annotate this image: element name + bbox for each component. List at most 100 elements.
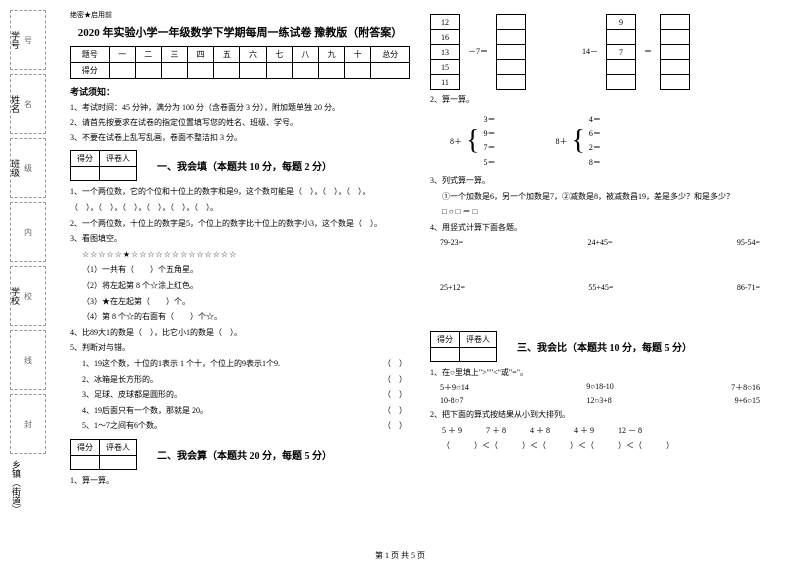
q2-2: 2、算一算。 (430, 93, 770, 107)
spine-txt: 级 (23, 164, 34, 172)
section1-title: 一、我会填（本题共 10 分，每题 2 分） (157, 158, 332, 173)
calc: 79-23= (440, 238, 463, 247)
brace-icon: { (466, 127, 479, 155)
cmp: 9+6○15 (735, 396, 760, 405)
q2-1: 1、算一算。 (70, 474, 410, 488)
compare-row: 5＋9○14 9○18-10 7＋8○16 (430, 382, 770, 393)
exam-title: 2020 年实验小学一年级数学下学期每周一练试卷 豫教版（附答案） (70, 24, 410, 40)
spine-txt: 号 (23, 36, 34, 44)
calc: 86-71= (737, 283, 760, 292)
th: 九 (319, 47, 345, 63)
q1-3-1: （1）一共有（ ）个五角星。 (70, 263, 410, 277)
cell: 9 (606, 14, 636, 30)
binding-spine: 学号号 姓名名 班级级 内 学校校 线 封 乡镇（街道） (10, 10, 50, 530)
cmp: 9○18-10 (586, 382, 614, 393)
notice-item: 1、考试时间：45 分钟，满分为 100 分（含卷面分 3 分），附加题单独 2… (70, 102, 410, 115)
q1-3-3: （3）★在左起第（ ）个。 (70, 295, 410, 309)
bl: 7＝ (483, 141, 495, 155)
spine-txt: 校 (23, 292, 34, 300)
judge: 5、1～7之间有6个数。 (82, 419, 162, 433)
bl: 3＝ (483, 113, 495, 127)
star-row: ☆☆☆☆☆★☆☆☆☆☆☆☆☆☆☆☆☆☆ (70, 248, 410, 262)
calc: 55+45= (588, 283, 613, 292)
minus-label: －7＝ (468, 46, 488, 57)
page-footer: 第 1 页 共 5 页 (0, 550, 800, 561)
q1-3: 3、看图填空。 (70, 232, 410, 246)
q3-2: 2、把下面的算式按结果从小到大排列。 (430, 408, 770, 422)
q2-3: 3、列式算一算。 (430, 174, 770, 188)
spine-txt: 线 (23, 356, 34, 364)
bl: 2＝ (589, 141, 601, 155)
calc: 25+12= (440, 283, 465, 292)
right-column: 12 16 13 15 11 －7＝ 14－ 9 7 ＝ (420, 10, 780, 540)
section3-title: 三、我会比（本题共 10 分，每题 5 分） (517, 339, 692, 354)
spine-label: 学校 (9, 287, 22, 305)
bl: 5＝ (483, 156, 495, 170)
calc: 95-54= (737, 238, 760, 247)
cell: 13 (430, 44, 460, 60)
bl: 9＝ (483, 127, 495, 141)
brace-pre: 8＋ (450, 136, 462, 147)
th: 五 (214, 47, 240, 63)
box-calc-row: 12 16 13 15 11 －7＝ 14－ 9 7 ＝ (430, 14, 770, 89)
grader-table: 得分评卷人 (70, 439, 137, 470)
q2-4: 4、用竖式计算下面各题。 (430, 221, 770, 235)
q3-order: （ ）＜（ ）＜（ ）＜（ ）＜（ ） (430, 439, 770, 453)
cmp: 5＋9○14 (440, 382, 469, 393)
spine-bottom: 乡镇（街道） (10, 460, 23, 514)
td: 得分 (71, 63, 110, 79)
eq: ＝ (644, 46, 652, 57)
th: 八 (292, 47, 318, 63)
judge: 2、冰箱是长方形的。 (82, 373, 158, 387)
judge: 4、19后面只有一个数，那就是 20。 (82, 404, 208, 418)
q1-4: 4、比89大1的数是（ ），比它小1的数是（ ）。 (70, 326, 410, 340)
grader-table: 得分评卷人 (430, 331, 497, 362)
cell: 16 (430, 29, 460, 45)
cell: 12 (430, 14, 460, 30)
cell: 15 (430, 59, 460, 75)
compare-row: 10-8○7 12○3+8 9+6○15 (430, 396, 770, 405)
box-stack-right (660, 14, 690, 89)
section2-title: 二、我会算（本题共 20 分，每题 5 分） (157, 447, 332, 462)
th: 三 (161, 47, 187, 63)
eq14: 14－ (582, 46, 598, 57)
cmp: 7＋8○16 (731, 382, 760, 393)
notice-item: 2、请首先按要求在试卷的指定位置填写您的姓名、班级、学号。 (70, 117, 410, 130)
calc-row: 25+12= 55+45= 86-71= (430, 283, 770, 292)
box-stack-mid: 9 7 (606, 14, 636, 89)
left-column: 绝密★启用前 2020 年实验小学一年级数学下学期每周一练试卷 豫教版（附答案）… (60, 10, 420, 540)
brace-pre: 8＋ (555, 136, 567, 147)
q1-1: 1、一个两位数，它的个位和十位上的数字和是9，这个数可能是（ ），（ ），（ ）… (70, 185, 410, 199)
notice-title: 考试须知： (70, 85, 410, 98)
bl: 6＝ (589, 127, 601, 141)
judge: 3、足球、皮球都是圆形的。 (82, 388, 182, 402)
q1-3-2: （2）将左起第 8 个☆涂上红色。 (70, 279, 410, 293)
judge: 1、19这个数，十位的1表示 1 个十，个位上的9表示1个9. (82, 357, 280, 371)
grader-table: 得分评卷人 (70, 150, 137, 181)
q1-5: 5、判断对与错。 (70, 341, 410, 355)
q2-3a: ①一个加数是6，另一个加数是7，②减数是8，被减数昌19，差是多少？和是多少？ (430, 190, 770, 204)
cmp: 10-8○7 (440, 396, 464, 405)
q1-1b: （ ），（ ），（ ），（ ），（ ），（ ）。 (70, 201, 410, 215)
th: 六 (240, 47, 266, 63)
box-stack-result (496, 14, 526, 89)
q3-expr: 5 ＋ 9 7 ＋ 8 4 ＋ 8 4 ＋ 9 12 － 8 (430, 424, 770, 438)
spine-txt: 封 (23, 420, 34, 428)
box-stack-left: 12 16 13 15 11 (430, 14, 460, 89)
q3-1: 1、在○里填上">""<"或"="。 (430, 366, 770, 380)
cell: 7 (606, 44, 636, 60)
score-table: 题号 一 二 三 四 五 六 七 八 九 十 总分 得分 (70, 46, 410, 79)
th: 一 (109, 47, 135, 63)
spine-label: 姓名 (9, 95, 22, 113)
box-expr: □○□＝□ (430, 205, 770, 219)
q1-3-4: （4）第 8 个☆的右面有（ ）个☆。 (70, 310, 410, 324)
spine-txt: 内 (23, 228, 34, 236)
th: 十 (345, 47, 371, 63)
th: 题号 (71, 47, 110, 63)
notice-item: 3、不要在试卷上乱写乱画，卷面不整洁扣 3 分。 (70, 132, 410, 145)
secret-label: 绝密★启用前 (70, 10, 410, 20)
cmp: 12○3+8 (586, 396, 611, 405)
cell: 11 (430, 74, 460, 90)
calc: 24+45= (587, 238, 612, 247)
th: 总分 (371, 47, 410, 63)
